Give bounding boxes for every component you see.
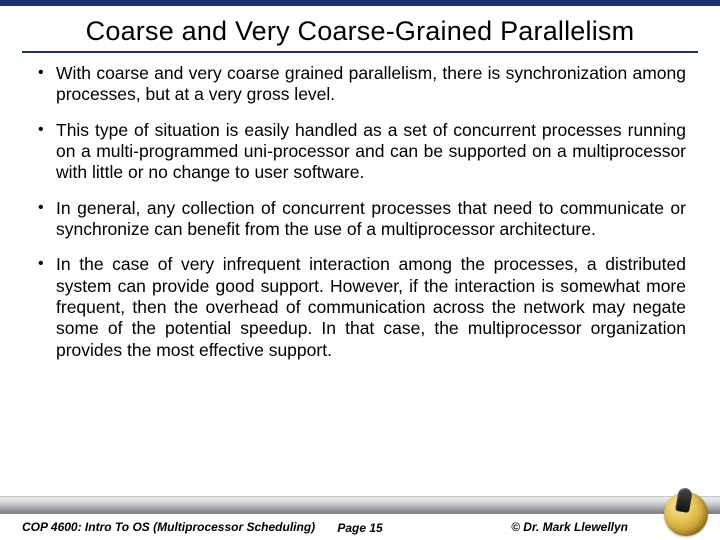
bullet-item: In general, any collection of concurrent… xyxy=(34,198,686,241)
footer-course: COP 4600: Intro To OS (Multiprocessor Sc… xyxy=(22,520,315,534)
slide-body: With coarse and very coarse grained para… xyxy=(0,63,720,361)
bullet-item: In the case of very infrequent interacti… xyxy=(34,254,686,361)
slide: Coarse and Very Coarse-Grained Paralleli… xyxy=(0,0,720,540)
footer-gradient xyxy=(0,496,720,514)
ucf-logo-icon xyxy=(662,490,710,538)
bullet-list: With coarse and very coarse grained para… xyxy=(34,63,686,361)
slide-title: Coarse and Very Coarse-Grained Paralleli… xyxy=(0,6,720,51)
bullet-item: This type of situation is easily handled… xyxy=(34,120,686,184)
bullet-item: With coarse and very coarse grained para… xyxy=(34,63,686,106)
footer: COP 4600: Intro To OS (Multiprocessor Sc… xyxy=(0,496,720,540)
title-underline xyxy=(22,51,698,53)
footer-page: Page 15 xyxy=(337,521,382,535)
